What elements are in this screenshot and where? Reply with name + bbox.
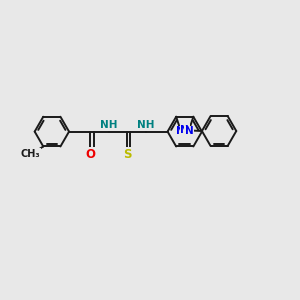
Text: NH: NH — [100, 120, 117, 130]
Text: N: N — [180, 125, 189, 135]
Text: NH: NH — [137, 120, 154, 130]
Text: O: O — [85, 148, 95, 161]
Text: S: S — [123, 148, 131, 161]
Text: N: N — [176, 126, 185, 136]
Text: CH₃: CH₃ — [20, 149, 40, 159]
Text: N: N — [185, 126, 194, 136]
